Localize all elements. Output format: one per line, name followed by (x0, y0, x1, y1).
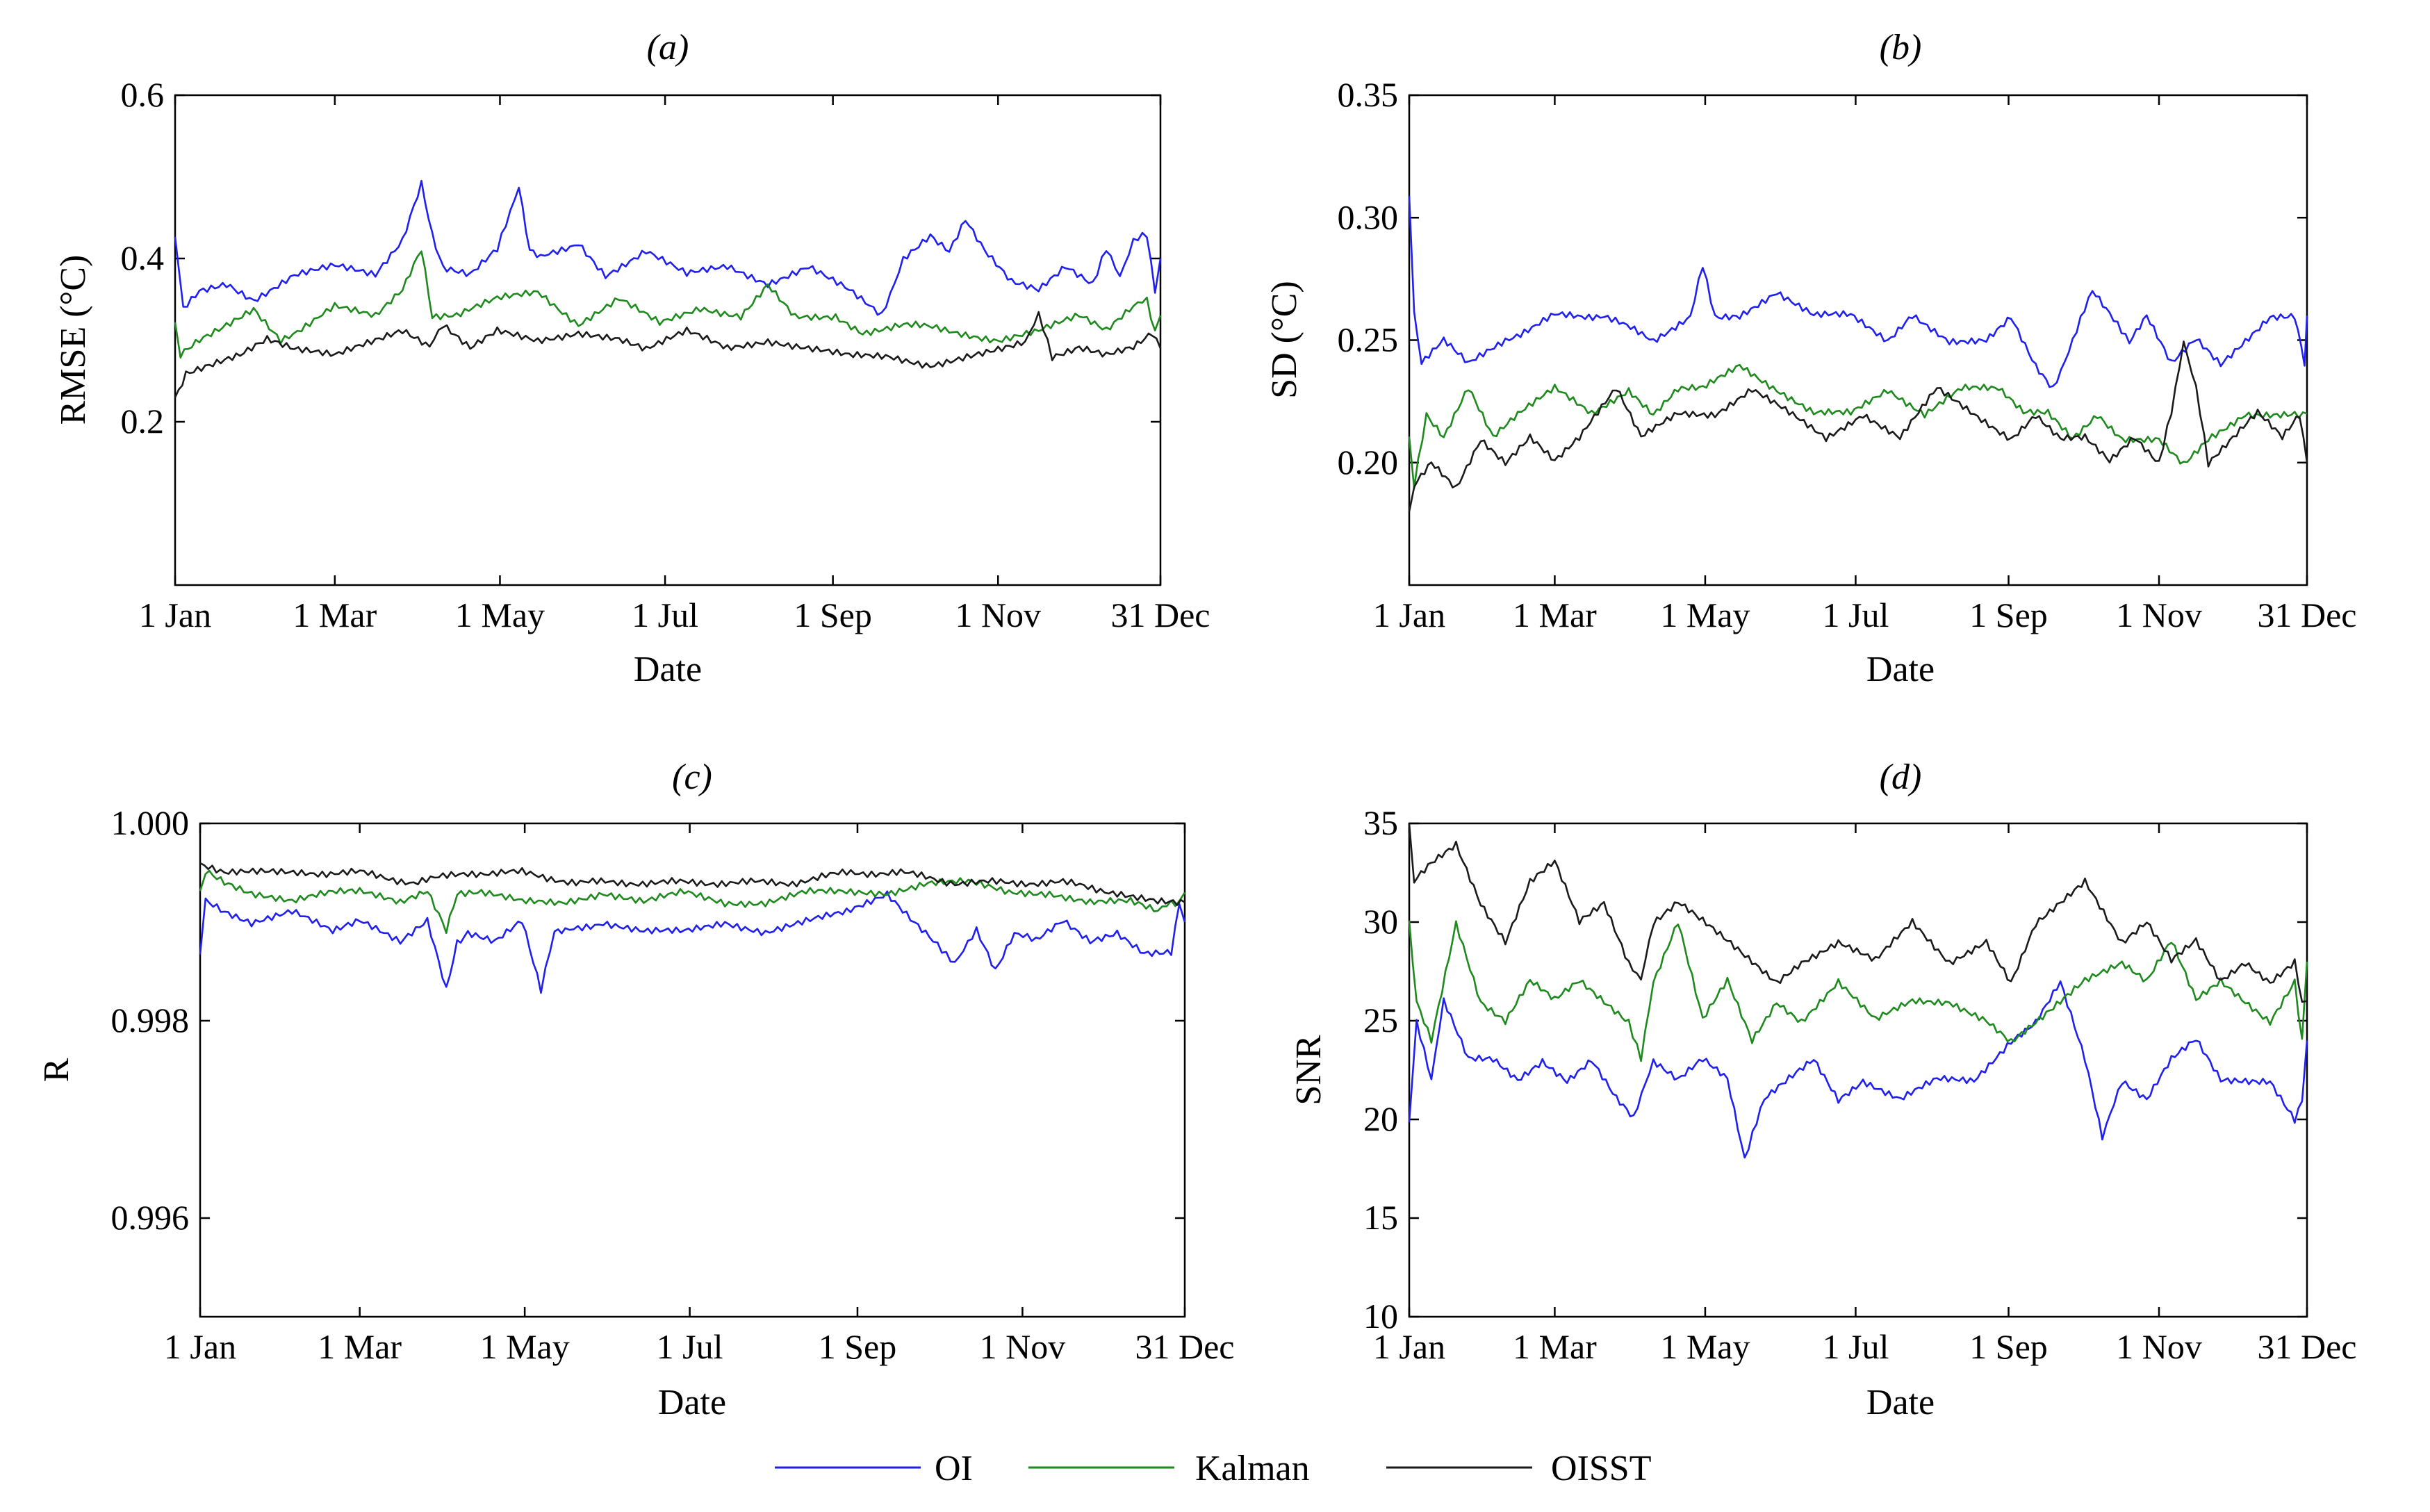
x-tick-label: 1 Sep (819, 1327, 897, 1366)
x-axis-label: Date (634, 650, 702, 689)
series-group (1408, 196, 2308, 512)
x-tick-label: 1 Jul (1823, 1327, 1889, 1366)
y-tick-label: 1.000 (111, 803, 190, 842)
y-axis-label: R (37, 1058, 76, 1082)
series-line-kalman (1408, 920, 2308, 1062)
x-tick-label: 1 Sep (1969, 595, 2048, 634)
panel-title: (d) (1880, 757, 1922, 797)
plot-frame (199, 822, 1186, 1318)
y-tick-label: 0.2 (121, 402, 165, 441)
x-tick-label: 1 May (1660, 1327, 1750, 1366)
x-tick-label: 1 Sep (1969, 1327, 2048, 1366)
series-line-oi (1408, 980, 2308, 1159)
x-tick-label: 31 Dec (2258, 595, 2357, 634)
panel-title: (b) (1880, 28, 1922, 67)
y-tick-label: 20 (1363, 1099, 1398, 1138)
legend-label-oi: OI (935, 1449, 973, 1488)
series-line-oisst (199, 862, 1185, 906)
tick-group: 0.996 0.998 1.000 1 Jan 1 Mar 1 May 1 Jul 1 Sep… (111, 803, 1235, 1366)
x-tick-label: 31 Dec (1111, 595, 1210, 634)
x-axis-label: Date (1866, 1383, 1935, 1422)
y-axis-label: SD (°C) (1265, 281, 1304, 399)
tick-group: 0.20 0.25 0.30 0.35 1 Jan 1 Mar 1 May 1 Jul 1 Se… (1338, 75, 2357, 634)
series-line-oi (174, 179, 1162, 316)
y-tick-label: 0.25 (1338, 320, 1399, 359)
series-line-oi (1408, 196, 2308, 388)
x-tick-label: 1 Jan (1373, 595, 1445, 634)
series-group (199, 862, 1186, 994)
panel-d: (d) 10 15 20 25 30 35 1 Jan 1 Mar 1 May 1 Jul 1 Se… (1289, 757, 2357, 1422)
y-tick-label: 0.6 (121, 75, 165, 114)
y-tick-label: 25 (1363, 1001, 1398, 1040)
y-tick-label: 0.996 (111, 1198, 190, 1237)
y-tick-label: 15 (1363, 1198, 1398, 1237)
plot-frame (1408, 94, 2308, 586)
x-axis-label: Date (1866, 650, 1935, 689)
x-tick-label: 31 Dec (1135, 1327, 1235, 1366)
x-tick-label: 1 Jul (1823, 595, 1889, 634)
tick-group: 0.2 0.4 0.6 1 Jan 1 Mar 1 May 1 Jul 1 Sep 1 Nov 3… (121, 75, 1210, 634)
y-axis-label: SNR (1289, 1035, 1329, 1105)
series-line-kalman (174, 250, 1162, 359)
x-tick-label: 1 Nov (2116, 1327, 2202, 1366)
x-tick-label: 1 Mar (1513, 595, 1597, 634)
y-tick-label: 0.20 (1338, 443, 1399, 482)
panel-title: (c) (672, 757, 712, 797)
series-line-kalman (1408, 363, 2308, 490)
y-tick-label: 0.35 (1338, 75, 1399, 114)
panel-b: (b) 0.20 0.25 0.30 0.35 1 Jan 1 Mar 1 May 1 Jul… (1265, 28, 2357, 689)
series-line-oisst (1408, 823, 2308, 1003)
series-line-oi (199, 890, 1186, 994)
x-tick-label: 1 Nov (980, 1327, 1066, 1366)
x-tick-label: 1 Jan (164, 1327, 236, 1366)
panel-c: (c) 0.996 0.998 1.000 1 Jan 1 Mar 1 May 1 Jul 1… (37, 757, 1235, 1422)
y-tick-label: 10 (1363, 1297, 1398, 1336)
series-group (1408, 823, 2308, 1159)
x-tick-label: 1 Mar (318, 1327, 402, 1366)
y-tick-label: 0.998 (111, 1001, 190, 1040)
x-tick-label: 1 Sep (794, 595, 872, 634)
x-tick-label: 1 Jan (139, 595, 211, 634)
series-line-oisst (1408, 340, 2308, 512)
legend-label-kalman: Kalman (1195, 1449, 1310, 1488)
x-tick-label: 31 Dec (2258, 1327, 2357, 1366)
x-tick-label: 1 Jul (632, 595, 698, 634)
x-tick-label: 1 Mar (1513, 1327, 1597, 1366)
x-tick-label: 1 Nov (2116, 595, 2202, 634)
y-tick-label: 0.4 (121, 238, 165, 277)
x-tick-label: 1 May (480, 1327, 570, 1366)
x-tick-label: 1 May (1660, 595, 1750, 634)
legend-label-oisst: OISST (1551, 1449, 1651, 1488)
series-group (174, 179, 1162, 398)
panel-a: (a) 0.2 0.4 0.6 1 Jan 1 Mar 1 May 1 Jul 1 Sep 1 … (54, 28, 1210, 689)
tick-group: 10 15 20 25 30 35 1 Jan 1 Mar 1 May 1 Jul 1 Sep 1 N… (1363, 803, 2357, 1366)
x-tick-label: 1 May (455, 595, 545, 634)
x-tick-label: 1 Jul (657, 1327, 723, 1366)
x-axis-label: Date (658, 1383, 726, 1422)
series-line-oisst (174, 311, 1162, 398)
x-tick-label: 1 Nov (955, 595, 1041, 634)
y-tick-label: 0.30 (1338, 197, 1399, 236)
x-tick-label: 1 Jan (1373, 1327, 1445, 1366)
plot-frame (174, 94, 1162, 586)
series-line-kalman (199, 869, 1186, 935)
x-tick-label: 1 Mar (293, 595, 377, 634)
y-tick-label: 35 (1363, 803, 1398, 842)
legend: OI Kalman OISST (775, 1449, 1651, 1488)
y-tick-label: 30 (1363, 902, 1398, 941)
panel-title: (a) (647, 28, 689, 67)
plot-frame (1408, 822, 2308, 1318)
y-axis-label: RMSE (°C) (54, 255, 93, 425)
